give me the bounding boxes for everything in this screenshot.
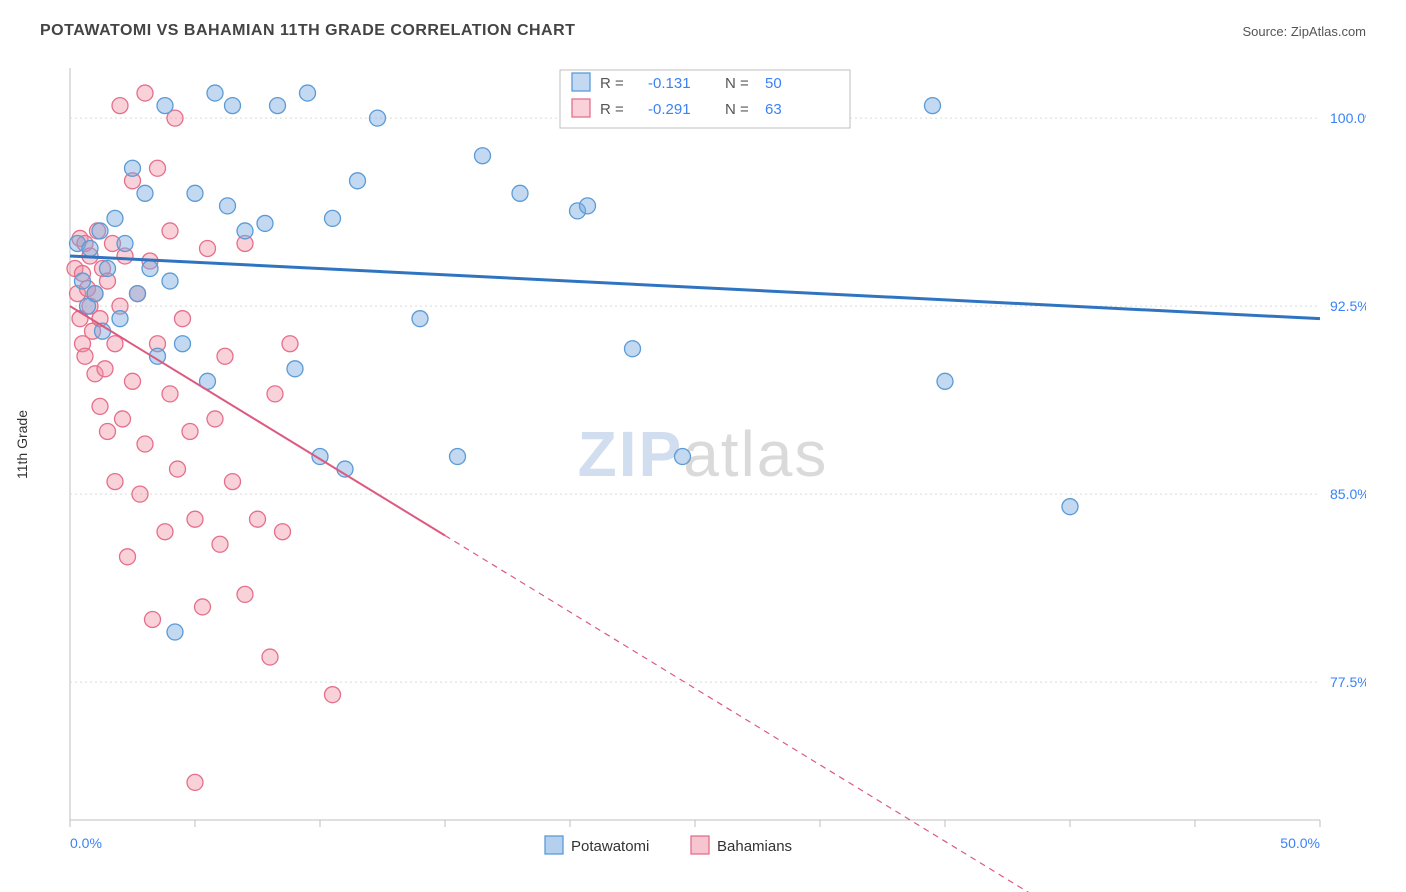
- svg-text:77.5%: 77.5%: [1330, 674, 1366, 690]
- svg-text:Bahamians: Bahamians: [717, 838, 792, 855]
- svg-text:0.0%: 0.0%: [70, 835, 102, 851]
- svg-text:N =: N =: [725, 75, 749, 92]
- source-label: Source: ZipAtlas.com: [1242, 24, 1366, 39]
- correlation-scatter-chart: 77.5% 85.0% 92.5% 100.0% 0.0% 50.0% R = -0.131 N…: [40, 50, 1366, 892]
- svg-text:92.5%: 92.5%: [1330, 298, 1366, 314]
- chart-title: POTAWATOMI VS BAHAMIAN 11TH GRADE CORREL…: [40, 22, 575, 40]
- svg-text:100.0%: 100.0%: [1330, 110, 1366, 126]
- svg-text:Potawatomi: Potawatomi: [571, 838, 649, 855]
- svg-text:-0.291: -0.291: [648, 101, 691, 118]
- svg-text:N =: N =: [725, 101, 749, 118]
- svg-text:63: 63: [765, 101, 782, 118]
- svg-text:50: 50: [765, 75, 782, 92]
- svg-text:85.0%: 85.0%: [1330, 486, 1366, 502]
- svg-text:50.0%: 50.0%: [1280, 835, 1320, 851]
- svg-text:-0.131: -0.131: [648, 75, 691, 92]
- y-axis-label: 11th Grade: [14, 410, 30, 479]
- svg-text:R =: R =: [600, 75, 624, 92]
- svg-text:R =: R =: [600, 101, 624, 118]
